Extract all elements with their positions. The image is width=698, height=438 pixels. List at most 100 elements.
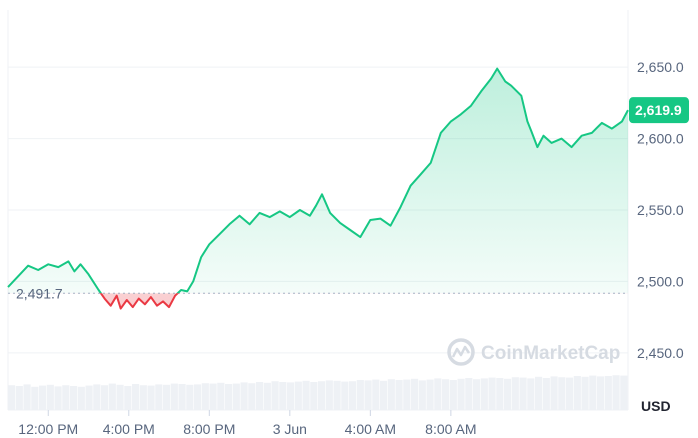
volume-bar <box>263 382 271 410</box>
x-tick-label: 3 Jun <box>273 421 307 437</box>
volume-bar <box>279 382 287 410</box>
volume-bar <box>302 380 310 410</box>
volume-bar <box>155 384 163 410</box>
volume-bar <box>372 379 380 410</box>
volume-bar <box>620 375 628 410</box>
volume-bar <box>542 378 550 410</box>
volume-bar <box>581 376 589 410</box>
volume-bar <box>132 384 140 410</box>
y-tick-label: 2,600.0 <box>637 131 684 147</box>
volume-bar <box>418 380 426 410</box>
volume-bar <box>511 377 519 410</box>
volume-bar <box>124 386 132 410</box>
volume-bar <box>232 383 240 410</box>
volume-bar <box>271 381 279 410</box>
volume-bar <box>101 385 109 410</box>
volume-bar <box>442 379 450 410</box>
volume-bar <box>519 377 527 410</box>
volume-bar <box>170 383 178 410</box>
volume-bar <box>15 386 23 410</box>
volume-bar <box>426 379 434 410</box>
volume-bar <box>23 384 31 410</box>
volume-bar <box>535 376 543 410</box>
volume-bar <box>449 380 457 410</box>
y-tick-label: 2,500.0 <box>637 273 684 289</box>
line-down <box>99 293 180 310</box>
volume-bar <box>287 382 295 410</box>
volume-bar <box>356 380 364 410</box>
volume-bar <box>310 382 318 410</box>
volume-bar <box>108 383 116 410</box>
volume-bar <box>248 383 256 410</box>
volume-bar <box>209 383 217 410</box>
volume-bar <box>54 386 62 410</box>
x-tick-label: 12:00 PM <box>18 421 78 437</box>
x-tick-label: 8:00 PM <box>183 421 235 437</box>
volume-bar <box>333 380 341 410</box>
x-tick-label: 4:00 AM <box>345 421 396 437</box>
volume-bar <box>62 385 70 410</box>
volume-bar <box>139 385 147 410</box>
current-price-value: 2,619.9 <box>635 102 682 118</box>
volume-bar <box>604 376 612 410</box>
volume-bar <box>573 376 581 410</box>
volume-bar <box>240 382 248 410</box>
current-price-badge: 2,619.9 <box>629 97 689 124</box>
y-tick-label: 2,650.0 <box>637 59 684 75</box>
volume-bar <box>318 381 326 410</box>
volume-bar <box>294 381 302 410</box>
volume-bar <box>465 378 473 410</box>
volume-bar <box>77 386 85 410</box>
volume-bar <box>163 384 171 410</box>
reference-price-label: 2,491.7 <box>16 285 63 301</box>
coinmarketcap-logo-icon <box>447 338 475 366</box>
price-area <box>8 68 628 309</box>
volume-bar <box>566 377 574 410</box>
volume-bar <box>597 376 605 410</box>
volume-bar <box>364 380 372 410</box>
x-axis: 12:00 PM 4:00 PM 8:00 PM 3 Jun 4:00 AM 8:00 A… <box>18 410 477 437</box>
line-up <box>7 67 629 294</box>
volume-bar <box>349 381 357 410</box>
y-axis: 2,650.0 2,600.0 2,550.0 2,500.0 2,450.0 <box>637 59 684 361</box>
watermark: CoinMarketCap <box>447 338 620 366</box>
volume-bar <box>527 378 535 410</box>
volume-bar <box>496 378 504 410</box>
volume-bar <box>225 384 233 410</box>
volume-bar <box>70 386 78 410</box>
volume-bar <box>480 378 488 410</box>
volume-bar <box>147 385 155 410</box>
volume-bar <box>341 381 349 410</box>
watermark-text: CoinMarketCap <box>481 343 620 364</box>
volume-bar <box>8 385 16 410</box>
current-price-badge-bg <box>629 97 689 124</box>
volume-bar <box>46 384 54 410</box>
currency-label: USD <box>641 398 671 414</box>
volume-bar <box>550 376 558 410</box>
volume-bar <box>403 379 411 410</box>
volume-bar <box>411 378 419 410</box>
volume-bar <box>395 380 403 410</box>
volume-bar <box>380 380 388 410</box>
volume-bar <box>325 380 333 410</box>
volume-bar <box>217 382 225 410</box>
volume-bar <box>612 375 620 410</box>
y-tick-label: 2,450.0 <box>637 345 684 361</box>
y-tick-label: 2,550.0 <box>637 202 684 218</box>
volume-bar <box>457 378 465 410</box>
volume-bar <box>558 377 566 410</box>
area-down <box>8 293 628 309</box>
volume-bar <box>85 385 93 410</box>
volume-bar <box>473 379 481 410</box>
price-line <box>7 67 629 310</box>
volume-bar <box>39 385 47 410</box>
coinmarketcap-logo-wave <box>451 345 471 358</box>
volume-bar <box>201 383 209 410</box>
volume-bar <box>387 379 395 410</box>
volume-bars <box>8 375 628 410</box>
x-tick-label: 4:00 PM <box>103 421 155 437</box>
volume-bar <box>93 384 101 410</box>
volume-bar <box>178 384 186 410</box>
area-up <box>8 68 628 294</box>
